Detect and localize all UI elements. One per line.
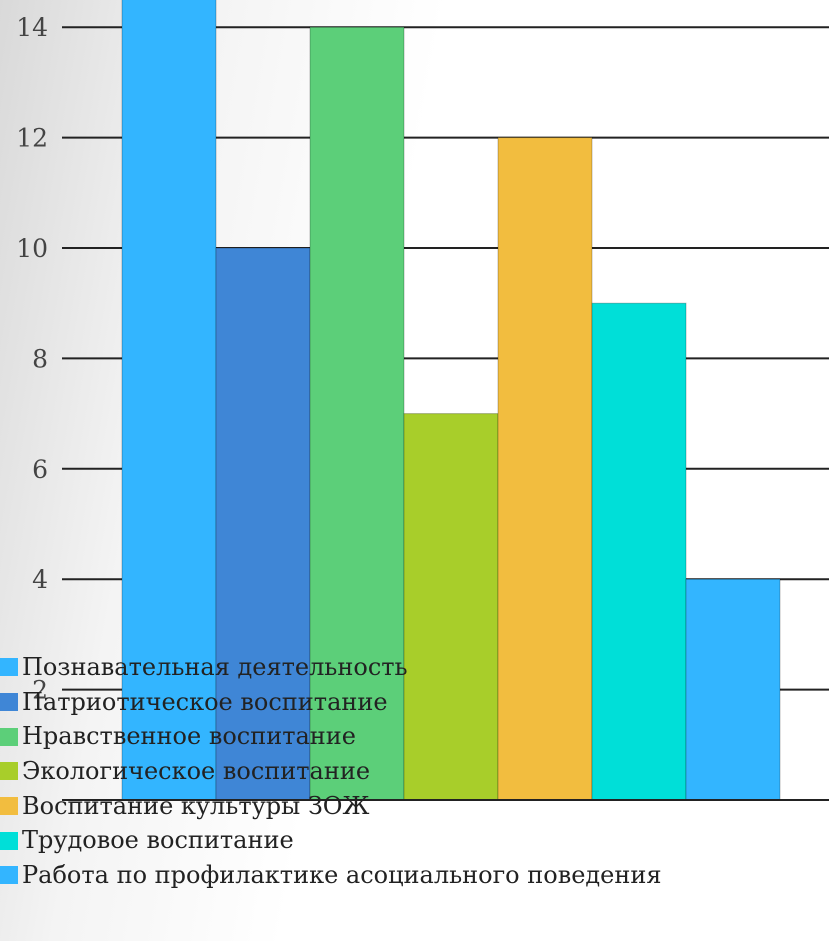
bar-1	[121, 0, 217, 801]
bar-7	[685, 578, 781, 801]
y-tick-label: 4	[32, 565, 48, 594]
legend-label: Нравственное воспитание	[22, 722, 356, 751]
bar-4	[403, 413, 499, 801]
legend-swatch	[0, 693, 18, 712]
legend-item: Трудовое воспитание	[0, 823, 829, 858]
legend-label: Трудовое воспитание	[22, 826, 294, 855]
y-tick-label: 12	[16, 124, 48, 153]
legend-item: Работа по профилактике асоциального пове…	[0, 858, 829, 893]
legend-swatch	[0, 831, 18, 850]
legend-item: Познавательная деятельность	[0, 650, 829, 685]
legend-swatch	[0, 658, 18, 677]
legend-label: Воспитание культуры ЗОЖ	[22, 791, 370, 820]
bar-6	[591, 302, 687, 801]
bar-3	[309, 26, 405, 801]
y-axis: 2 4 6 8 10 12 14	[16, 13, 48, 704]
legend-item: Экологическое воспитание	[0, 754, 829, 789]
y-tick-label: 14	[16, 13, 48, 42]
legend-swatch	[0, 797, 18, 816]
y-tick-label: 8	[32, 344, 48, 373]
legend-swatch	[0, 866, 18, 885]
legend: Познавательная деятельность Патриотическо…	[0, 650, 829, 893]
legend-item: Патриотическое воспитание	[0, 685, 829, 720]
legend-item: Воспитание культуры ЗОЖ	[0, 789, 829, 824]
y-tick-label: 10	[16, 234, 48, 263]
legend-swatch	[0, 762, 18, 781]
legend-item: Нравственное воспитание	[0, 719, 829, 754]
bars	[121, 0, 781, 801]
legend-swatch	[0, 727, 18, 746]
legend-label: Патриотическое воспитание	[22, 687, 388, 716]
bar-5	[497, 137, 593, 801]
legend-label: Работа по профилактике асоциального пове…	[22, 861, 662, 890]
bar-2	[215, 247, 311, 801]
y-tick-label: 2	[32, 676, 48, 705]
legend-label: Познавательная деятельность	[22, 653, 408, 681]
y-tick-label: 6	[32, 455, 48, 484]
legend-label: Экологическое воспитание	[22, 757, 371, 786]
